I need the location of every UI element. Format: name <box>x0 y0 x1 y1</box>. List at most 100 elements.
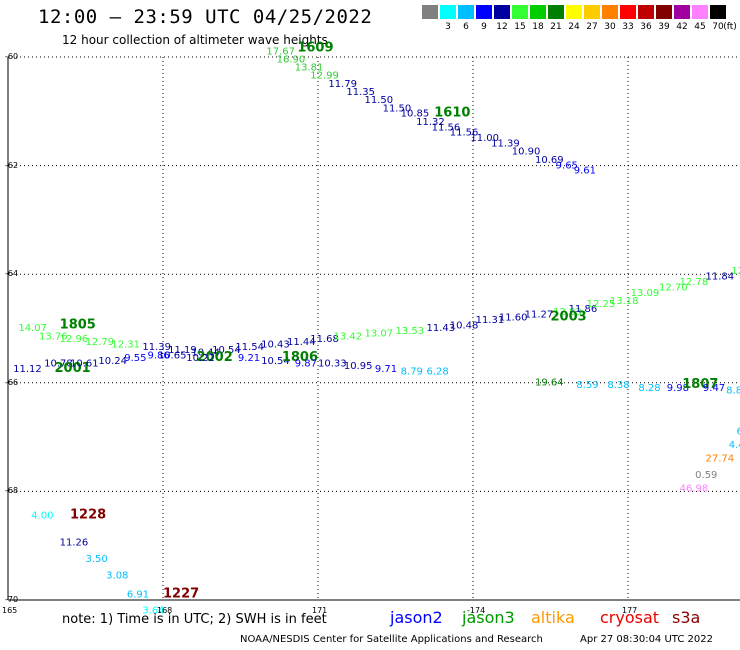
wave-height-label: 11.79 <box>328 79 357 90</box>
wave-height-label: 9.47 <box>703 383 725 394</box>
wave-height-label: 13.53 <box>396 326 425 337</box>
pass-time-label: 1805 <box>60 318 96 333</box>
lat-tick-label: -70 <box>5 595 19 604</box>
wave-height-label: 11.50 <box>365 95 394 106</box>
lat-tick-label: -66 <box>5 377 19 387</box>
wave-height-label: 8.28 <box>638 383 660 394</box>
wave-height-label: 27.74 <box>706 454 735 465</box>
legend-value: 21 <box>550 22 562 32</box>
wave-height-label: 12.70 <box>659 282 688 293</box>
legend-value: 27 <box>586 22 598 32</box>
legend-swatch <box>692 5 708 19</box>
wave-height-label: 11.26 <box>60 538 89 549</box>
wave-height-label: 12.79 <box>86 337 115 348</box>
wave-height-label: 13.76 <box>39 331 68 342</box>
legend-swatch <box>548 5 564 19</box>
wave-height-label: 10.61 <box>70 359 99 370</box>
wave-height-label: 11.39 <box>491 139 520 150</box>
wave-height-label: 11.86 <box>569 304 598 315</box>
wave-height-label: 6.28 <box>427 367 449 378</box>
wave-height-label: 14.07 <box>18 323 47 334</box>
wave-height-label: 8.59 <box>576 380 598 391</box>
wave-height-label: 11.19 <box>168 345 197 356</box>
wave-height-label: 8.38 <box>607 380 629 391</box>
wave-height-label: 13.09 <box>631 288 660 299</box>
wave-height-label: 11.27 <box>525 310 554 321</box>
generated-timestamp: Apr 27 08:30:04 UTC 2022 <box>580 634 713 645</box>
legend-value: 12 <box>496 22 508 32</box>
wave-height-label: 9.86 <box>148 350 170 361</box>
wave-height-label: 19.64 <box>535 378 564 389</box>
wave-height-label: 13.42 <box>334 331 363 342</box>
wave-height-label: 11.31 <box>476 315 505 326</box>
legend-swatch <box>674 5 690 19</box>
wave-height-label: 3.64 <box>142 606 164 617</box>
wave-height-label: 0.59 <box>695 470 717 481</box>
lon-tick-label: 168 <box>157 606 173 615</box>
wave-height-label: 10.54 <box>261 356 290 367</box>
satellite-cryosat: cryosat <box>600 608 660 627</box>
legend-swatch <box>656 5 672 19</box>
legend-value: 6 <box>463 22 469 32</box>
wave-height-label: 8.89 <box>726 386 740 397</box>
wave-height-label: 13.07 <box>365 329 394 340</box>
wave-height-label: 12.99 <box>310 71 339 82</box>
wave-height-label: 12.25 <box>587 299 616 310</box>
lat-tick-label: -62 <box>5 160 19 170</box>
legend-value: 24 <box>568 22 580 32</box>
legend-swatch <box>494 5 510 19</box>
legend-value: 33 <box>622 22 634 32</box>
wave-height-label: 10.54 <box>212 345 241 356</box>
lon-tick-label: 171 <box>312 606 328 615</box>
wave-height-label: 6.91 <box>127 589 149 600</box>
wave-height-label: 17.67 <box>266 46 295 57</box>
wave-height-label: 11.54 <box>235 342 264 353</box>
wave-height-label: 11.43 <box>427 323 456 334</box>
legend-value: 36 <box>640 22 652 32</box>
wave-height-label: 12.96 <box>60 334 89 345</box>
legend-swatch <box>620 5 636 19</box>
pass-time-label: 2001 <box>55 361 91 376</box>
wave-height-label: 11.12 <box>13 364 42 375</box>
legend-swatch <box>530 5 546 19</box>
wave-height-label: 10.48 <box>450 321 479 332</box>
wave-height-label: 12.61 <box>731 266 740 277</box>
satellite-jason3: jason3 <box>462 608 515 627</box>
wave-height-label: 3.50 <box>86 554 108 565</box>
legend-value: 70 <box>712 22 724 32</box>
wave-height-label: 13.81 <box>295 63 324 74</box>
wave-height-label: 4.00 <box>31 511 53 522</box>
wave-height-label: 9.21 <box>238 353 260 364</box>
wave-height-label: 11.32 <box>416 117 445 128</box>
legend-swatch <box>638 5 654 19</box>
wave-height-label: 9.61 <box>574 166 596 177</box>
wave-height-label: 12.31 <box>111 340 140 351</box>
wave-height-label: 9.55 <box>124 353 146 364</box>
wave-height-label: 8.79 <box>401 367 423 378</box>
legend-swatch <box>584 5 600 19</box>
legend-swatch <box>566 5 582 19</box>
wave-height-label: 11.56 <box>450 128 479 139</box>
pass-time-label: 1807 <box>682 377 718 392</box>
wave-height-label: 10.95 <box>344 361 373 372</box>
wave-height-label: 9.98 <box>667 383 689 394</box>
lon-tick-label: 177 <box>622 606 638 615</box>
satellite-jason2: jason2 <box>390 608 443 627</box>
wave-height-label: 46.98 <box>680 483 709 494</box>
wave-height-label: 11.50 <box>383 103 412 114</box>
lat-tick-label: -68 <box>5 486 19 496</box>
wave-height-label: 11.00 <box>470 133 499 144</box>
lon-tick-label: 165 <box>2 606 18 615</box>
wave-height-label: 11.68 <box>310 334 339 345</box>
legend-value: 42 <box>676 22 688 32</box>
pass-time-label: 1228 <box>70 508 106 523</box>
wave-height-label: 11.39 <box>142 342 171 353</box>
wave-height-label: 10.69 <box>535 155 564 166</box>
legend-unit: (ft) <box>723 22 737 32</box>
legend-value: 39 <box>658 22 670 32</box>
wave-height-label: 11.60 <box>499 312 528 323</box>
wave-height-label: 9.87 <box>295 359 317 370</box>
legend-swatch <box>602 5 618 19</box>
page-title: 12:00 – 23:59 UTC 04/25/2022 <box>38 6 373 28</box>
